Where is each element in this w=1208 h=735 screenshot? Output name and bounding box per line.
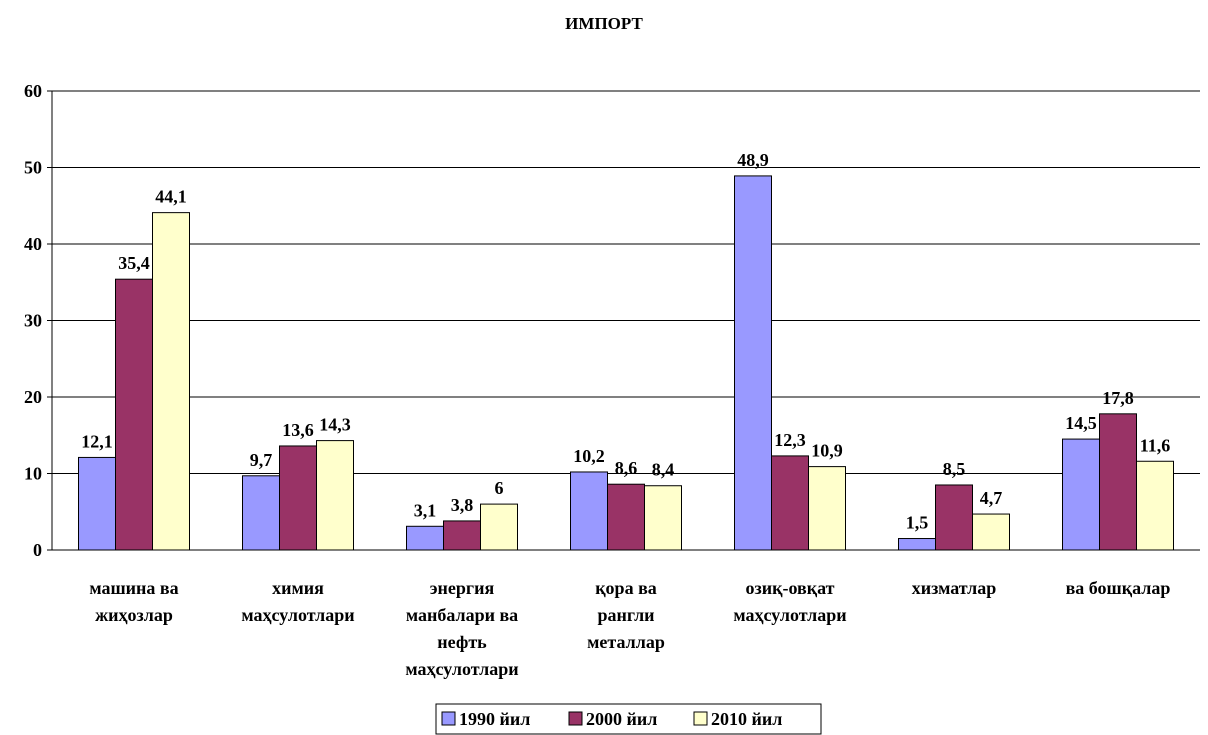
- bar: [152, 212, 190, 551]
- bar: [242, 475, 280, 551]
- bars: [78, 175, 1174, 551]
- data-label: 8,5: [943, 459, 966, 479]
- chart-title: ИМПОРТ: [565, 14, 643, 33]
- y-tick-label: 40: [24, 234, 42, 254]
- category-label: нефть: [437, 632, 487, 652]
- bar: [808, 466, 846, 551]
- bar: [279, 445, 317, 551]
- data-label: 8,6: [615, 458, 638, 478]
- bar: [1136, 460, 1174, 551]
- data-label: 10,9: [811, 441, 843, 461]
- y-tick-label: 50: [24, 158, 42, 178]
- bar: [406, 525, 444, 551]
- legend-label: 2010 йил: [711, 709, 782, 729]
- legend: 1990 йил 2000 йил 2010 йил: [435, 703, 822, 735]
- bar: [771, 455, 809, 551]
- legend-swatch: [693, 711, 708, 726]
- data-label: 10,2: [573, 446, 605, 466]
- category-label: манбалари ва: [406, 605, 518, 625]
- bar: [972, 513, 1010, 551]
- bar: [480, 503, 518, 551]
- y-tick-label: 30: [24, 311, 42, 331]
- data-label: 6: [495, 478, 504, 498]
- category-label: энергия: [430, 578, 495, 598]
- data-labels: 12,1 35,4 44,1 9,7 13,6 14,3 3,1 3,8 6 10,2 8,6 8,4…: [81, 150, 1170, 533]
- data-label: 14,5: [1065, 413, 1097, 433]
- bar: [115, 278, 153, 551]
- category-label: металлар: [587, 632, 665, 652]
- category-label: қора ва: [595, 578, 657, 598]
- x-axis-categories: машина ва жиҳозлар химия маҳсулотлари энерги…: [89, 578, 1170, 679]
- axes: [51, 91, 1200, 551]
- data-label: 48,9: [737, 150, 769, 170]
- category-label: озиқ-овқат: [746, 578, 835, 598]
- bar: [1099, 413, 1137, 551]
- data-label: 44,1: [155, 187, 187, 207]
- bar: [607, 483, 645, 551]
- legend-box: [435, 703, 822, 735]
- bar: [734, 175, 772, 551]
- category-label: маҳсулотлари: [241, 605, 354, 625]
- data-label: 11,6: [1140, 435, 1171, 455]
- legend-label: 2000 йил: [586, 709, 657, 729]
- category-label: хизматлар: [912, 578, 997, 598]
- category-label: машина ва: [89, 578, 178, 598]
- bar: [1062, 438, 1100, 551]
- data-label: 8,4: [652, 460, 675, 480]
- data-label: 9,7: [250, 450, 273, 470]
- data-label: 3,8: [451, 495, 474, 515]
- data-label: 3,1: [414, 500, 437, 520]
- data-label: 1,5: [906, 513, 929, 533]
- y-tick-label: 0: [33, 540, 42, 560]
- y-axis-ticks: 0 10 20 30 40 50 60: [24, 81, 52, 560]
- gridlines: [52, 90, 1200, 474]
- data-label: 4,7: [980, 488, 1003, 508]
- data-label: 12,3: [774, 430, 806, 450]
- data-label: 13,6: [282, 420, 314, 440]
- data-label: 14,3: [319, 415, 351, 435]
- category-label: ва бошқалар: [1066, 578, 1171, 598]
- legend-label: 1990 йил: [459, 709, 530, 729]
- category-label: маҳсулотлари: [733, 605, 846, 625]
- bar: [443, 520, 481, 551]
- category-label: маҳсулотлари: [405, 659, 518, 679]
- bar: [78, 456, 116, 551]
- bar: [570, 471, 608, 551]
- bar: [935, 484, 973, 551]
- bar: [898, 538, 936, 551]
- data-label: 35,4: [118, 253, 150, 273]
- bar: [644, 485, 682, 551]
- data-label: 17,8: [1102, 388, 1134, 408]
- bar: [316, 440, 354, 551]
- y-tick-label: 60: [24, 81, 42, 101]
- category-label: жиҳозлар: [95, 605, 173, 625]
- legend-swatch: [441, 711, 456, 726]
- y-tick-label: 10: [24, 464, 42, 484]
- category-label: химия: [272, 578, 324, 598]
- legend-swatch: [568, 711, 583, 726]
- data-label: 12,1: [81, 431, 113, 451]
- category-label: рангли: [597, 605, 654, 625]
- y-tick-label: 20: [24, 387, 42, 407]
